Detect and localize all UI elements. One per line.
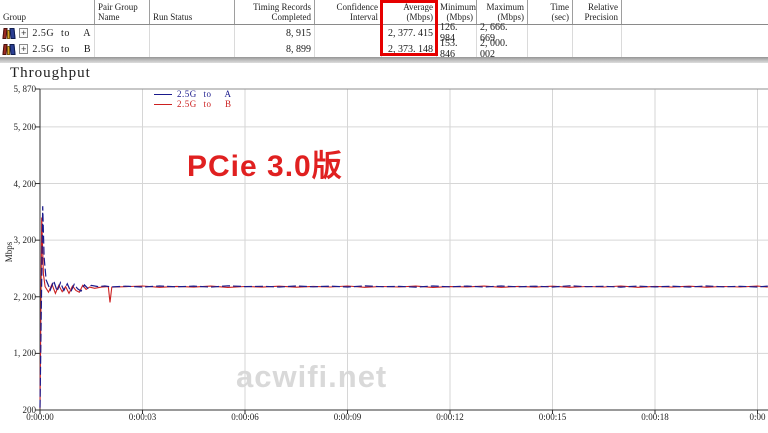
- pair-group-name-cell: [95, 41, 150, 57]
- group-name: 2.5G to B: [32, 43, 91, 55]
- chart-title: Throughput: [10, 65, 91, 81]
- col-header-minimum: Minimum (Mbps): [437, 0, 477, 24]
- measured-time-cell: [528, 25, 573, 41]
- pane-separator[interactable]: [0, 57, 768, 63]
- minimum-cell: 126. 984: [437, 22, 477, 44]
- x-tick-label: 0:00:09: [333, 412, 362, 422]
- y-tick-label: 3, 200: [13, 235, 37, 246]
- y-tick-label: 5, 200: [13, 121, 37, 132]
- col-header-pair-group-name: Pair Group Name: [95, 0, 150, 24]
- group-name: 2.5G to A: [32, 27, 91, 39]
- x-tick-label: 0:00:12: [436, 412, 464, 422]
- timing-records-cell: 8, 899: [235, 41, 315, 57]
- confidence-cell: [315, 41, 382, 57]
- y-tick-label: 4, 200: [13, 178, 37, 189]
- y-tick-label: 200: [22, 405, 37, 415]
- row-filler: [622, 41, 768, 57]
- table-row[interactable]: + 2.5G to A 8, 915 2, 377. 415 126. 984 …: [0, 22, 768, 44]
- col-header-average: Average (Mbps): [382, 0, 437, 24]
- row-filler: [622, 25, 768, 41]
- minimum-cell: 153. 846: [437, 38, 477, 60]
- y-tick-label: 5, 870: [13, 84, 37, 94]
- col-header-run-status: Run Status: [150, 0, 235, 24]
- col-header-measured-time: Measured Time (sec): [528, 0, 573, 24]
- pair-group-icon: [2, 43, 16, 55]
- x-tick-label: 0:00:18: [641, 412, 669, 422]
- pair-results-table: Group Pair Group Name Run Status Timing …: [0, 0, 768, 60]
- series-a-label: 2.5G to A: [177, 89, 232, 99]
- legend-entry-a: 2.5G to A: [154, 89, 232, 99]
- pair-group-icon: [2, 27, 16, 39]
- watermark-text: acwifi.net: [236, 359, 388, 394]
- measured-time-cell: [528, 41, 573, 57]
- table-header-row: Group Pair Group Name Run Status Timing …: [0, 0, 768, 25]
- maximum-cell: 2, 666. 669: [477, 22, 528, 44]
- run-status-cell: [150, 41, 235, 57]
- legend-entry-b: 2.5G to B: [154, 99, 232, 109]
- x-tick-label: 0:00: [749, 412, 766, 422]
- col-header-maximum: Maximum (Mbps): [477, 0, 528, 24]
- expand-plus-icon[interactable]: +: [19, 28, 29, 38]
- x-tick-label: 0:00:06: [231, 412, 259, 422]
- col-header-relative-precision: Relative Precision: [573, 0, 622, 24]
- timing-records-cell: 8, 915: [235, 25, 315, 41]
- relative-precision-cell: [573, 41, 622, 57]
- expand-plus-icon[interactable]: +: [19, 44, 29, 54]
- col-header-group: Group: [0, 0, 95, 24]
- series-a-line-swatch: [154, 93, 172, 95]
- series-b-label: 2.5G to B: [177, 99, 232, 109]
- col-header-confidence: 95% Confidence Interval: [315, 0, 382, 24]
- group-cell[interactable]: + 2.5G to A: [0, 25, 95, 41]
- x-tick-label: 0:00:03: [128, 412, 157, 422]
- col-header-filler: [622, 0, 768, 24]
- confidence-cell: [315, 25, 382, 41]
- average-cell: 2, 377. 415: [382, 25, 437, 41]
- table-row[interactable]: + 2.5G to B 8, 899 2, 373. 148 153. 846 …: [0, 38, 768, 60]
- chart-legend: 2.5G to A 2.5G to B: [154, 89, 232, 109]
- series-b-line-swatch: [154, 103, 172, 105]
- annotation: PCie 3.0版: [187, 150, 343, 183]
- col-header-timing-records: Timing Records Completed: [235, 0, 315, 24]
- x-tick-label: 0:00:00: [26, 412, 54, 422]
- y-tick-label: 2, 200: [13, 291, 37, 302]
- average-cell: 2, 373. 148: [382, 41, 437, 57]
- y-tick-label: 1, 200: [13, 348, 37, 359]
- relative-precision-cell: [573, 25, 622, 41]
- group-cell[interactable]: + 2.5G to B: [0, 41, 95, 57]
- x-tick-label: 0:00:15: [538, 412, 567, 422]
- run-status-cell: [150, 25, 235, 41]
- maximum-cell: 2, 000. 002: [477, 38, 528, 60]
- pair-group-name-cell: [95, 25, 150, 41]
